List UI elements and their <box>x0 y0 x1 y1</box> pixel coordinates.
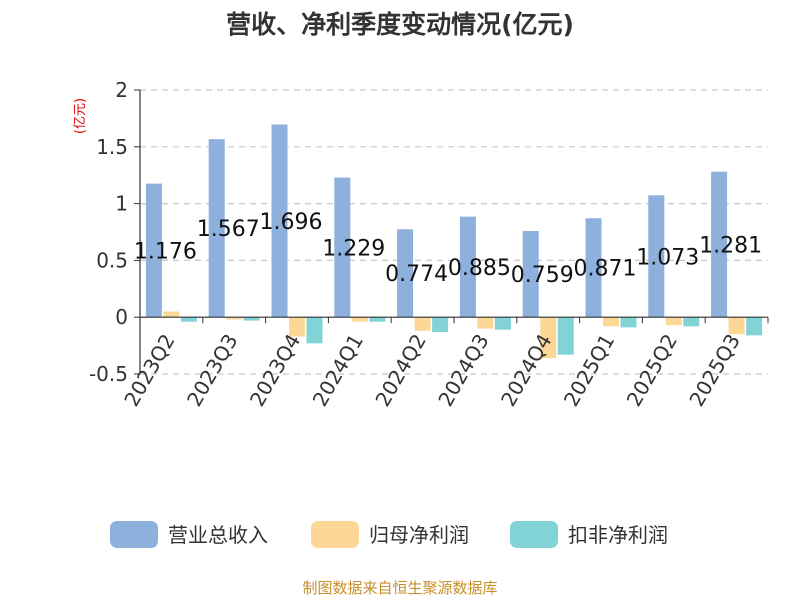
x-category-label: 2025Q3 <box>684 330 744 411</box>
bar-2-2024Q4 <box>540 317 557 359</box>
bar-1-2025Q3 <box>711 171 728 318</box>
bar-3-2025Q3 <box>746 317 763 336</box>
data-label: 1.073 <box>636 245 699 270</box>
x-category-label: 2024Q2 <box>370 330 430 411</box>
chart-title: 营收、净利季度变动情况(亿元) <box>226 10 574 39</box>
x-category-label: 2024Q3 <box>433 330 493 411</box>
bar-1-2023Q4 <box>271 124 288 318</box>
legend-label: 扣非净利润 <box>568 523 668 547</box>
bar-1-2024Q2 <box>397 229 414 318</box>
y-tick-label: 1.5 <box>96 135 128 159</box>
data-label: 1.281 <box>699 233 762 258</box>
bar-2-2024Q2 <box>414 317 431 331</box>
legend-swatch <box>510 521 558 548</box>
data-label: 0.759 <box>511 263 574 288</box>
data-label: 0.885 <box>448 256 511 281</box>
bar-1-2024Q1 <box>334 177 351 318</box>
x-category-label: 2024Q4 <box>496 330 556 411</box>
y-tick-label: 0 <box>115 305 128 329</box>
legend-label: 归母净利润 <box>369 523 469 547</box>
source-note: 制图数据来自恒生聚源数据库 <box>302 579 497 597</box>
y-tick-label: 2 <box>115 78 128 102</box>
bar-2-2024Q3 <box>477 317 494 329</box>
bar-3-2025Q2 <box>683 317 700 327</box>
data-label: 0.774 <box>385 262 448 287</box>
x-category-label: 2023Q3 <box>182 330 242 411</box>
bar-2-2025Q2 <box>665 317 682 326</box>
data-label: 1.229 <box>322 236 385 261</box>
y-tick-label: 1 <box>115 192 128 216</box>
bar-3-2024Q1 <box>369 317 386 322</box>
bar-1-2024Q4 <box>522 230 539 318</box>
x-category-label: 2023Q4 <box>245 330 305 411</box>
y-tick-label: -0.5 <box>89 362 128 386</box>
bar-1-2023Q3 <box>208 139 225 318</box>
data-label: 0.871 <box>574 257 637 282</box>
bars <box>145 124 763 359</box>
legend-swatch <box>311 521 359 548</box>
bar-1-2025Q1 <box>585 218 602 318</box>
bar-3-2024Q3 <box>494 317 511 330</box>
bar-2-2025Q3 <box>728 317 745 335</box>
legend: 营业总收入 归母净利润 扣非净利润 <box>110 521 668 548</box>
y-tick-label: 0.5 <box>96 248 128 272</box>
bar-3-2023Q4 <box>306 317 323 344</box>
y-axis-unit-label: (亿元) <box>73 98 88 134</box>
x-category-label: 2025Q2 <box>622 330 682 411</box>
bar-2-2024Q1 <box>351 317 368 322</box>
x-category-label: 2023Q2 <box>119 330 179 411</box>
bar-1-2025Q2 <box>648 195 665 318</box>
bar-2-2023Q3 <box>226 317 243 320</box>
bar-1-2023Q2 <box>145 183 162 318</box>
bar-2-2025Q1 <box>603 317 619 327</box>
bar-3-2023Q3 <box>243 317 260 321</box>
bar-1-2024Q3 <box>459 216 476 318</box>
data-label: 1.567 <box>197 217 260 242</box>
bar-3-2023Q2 <box>180 317 197 322</box>
legend-swatch <box>110 521 158 548</box>
bar-2-2023Q2 <box>163 311 180 318</box>
data-label: 1.176 <box>134 239 197 264</box>
bar-3-2024Q2 <box>432 317 449 332</box>
bar-3-2025Q1 <box>620 317 637 328</box>
bar-3-2024Q4 <box>557 317 574 355</box>
data-label: 1.696 <box>260 210 323 235</box>
bar-2-2023Q4 <box>289 317 305 337</box>
legend-label: 营业总收入 <box>168 523 268 547</box>
